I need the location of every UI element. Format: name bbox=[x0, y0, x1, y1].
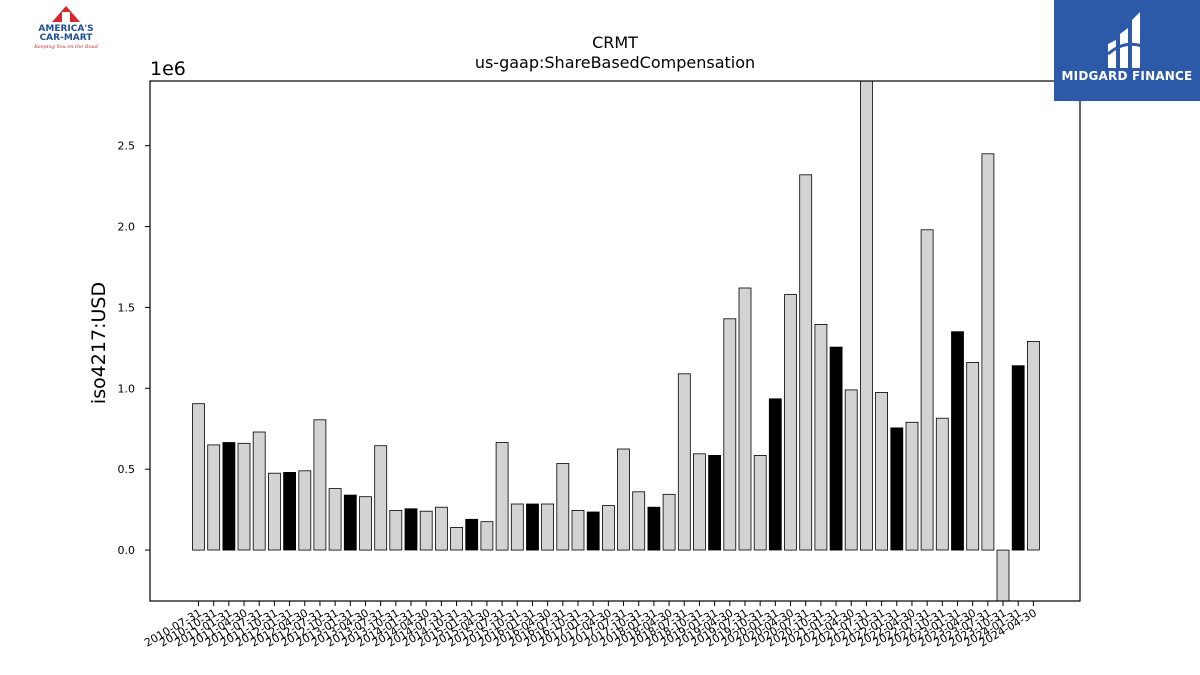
bar-2023-10-31 bbox=[996, 549, 1010, 602]
bar-2020-01-31 bbox=[768, 398, 782, 551]
bar-2011-01-31 bbox=[222, 442, 236, 551]
bar-2024-01-31 bbox=[1011, 365, 1025, 551]
bar-2010-07-31 bbox=[192, 403, 205, 551]
bar-2014-04-30 bbox=[419, 510, 433, 551]
bar-2020-10-31 bbox=[814, 323, 828, 551]
bar-2014-10-31 bbox=[450, 527, 464, 551]
midgard-finance-logo: MIDGARD FINANCE bbox=[1054, 0, 1200, 101]
bar-2017-10-31 bbox=[632, 491, 646, 551]
chart-title: CRMT bbox=[592, 33, 638, 52]
bar-2021-10-31 bbox=[875, 391, 888, 551]
bar-2022-01-31 bbox=[890, 427, 904, 551]
logo-line-1: AMERICA'S bbox=[38, 24, 94, 34]
bar-2011-10-31 bbox=[267, 472, 281, 551]
chart-subtitle: us-gaap:ShareBasedCompensation bbox=[475, 53, 755, 72]
bar-2018-10-31 bbox=[693, 453, 706, 551]
bar-2015-07-31 bbox=[495, 442, 509, 551]
y-tick-label: 2.0 bbox=[118, 221, 136, 234]
americas-car-mart-logo: AMERICA'S CAR-MART Keeping You on the Ro… bbox=[24, 6, 108, 58]
bar-2013-10-31 bbox=[389, 509, 403, 551]
bar-2021-04-30 bbox=[844, 389, 858, 551]
bar-2015-01-31 bbox=[465, 518, 479, 551]
plot-frame bbox=[149, 80, 1081, 602]
bar-2022-10-31 bbox=[935, 417, 949, 551]
bar-2018-07-31 bbox=[677, 373, 691, 551]
bar-2013-01-31 bbox=[343, 494, 357, 551]
bar-2011-07-31 bbox=[252, 431, 266, 551]
bar-2017-07-31 bbox=[617, 448, 630, 551]
bar-2022-07-31 bbox=[920, 229, 934, 551]
bar-2020-04-30 bbox=[784, 294, 797, 551]
bar-2012-07-31 bbox=[313, 419, 327, 551]
y-tick-label: 1.0 bbox=[118, 382, 136, 395]
bar-2019-07-31 bbox=[738, 287, 752, 551]
bar-2019-10-31 bbox=[753, 454, 767, 551]
bar-2014-01-31 bbox=[404, 508, 418, 551]
midgard-emblem-icon bbox=[1107, 12, 1143, 68]
bar-2023-07-31 bbox=[981, 153, 995, 551]
y-tick-label: 0.0 bbox=[118, 544, 136, 557]
bar-2024-04-30 bbox=[1027, 340, 1040, 551]
midgard-finance-name: MIDGARD FINANCE bbox=[1061, 69, 1193, 83]
bar-2016-10-31 bbox=[571, 509, 585, 551]
bar-2021-01-31 bbox=[829, 346, 843, 551]
y-multiplier-label: 1e6 bbox=[150, 58, 186, 80]
bar-2022-04-30 bbox=[905, 421, 919, 551]
bar-2016-07-31 bbox=[556, 463, 570, 551]
bar-2018-01-31 bbox=[647, 506, 661, 551]
bar-2021-07-31 bbox=[860, 80, 873, 551]
bar-2015-10-31 bbox=[510, 503, 524, 551]
logo-line-2: CAR-MART bbox=[39, 33, 93, 43]
bar-2017-01-31 bbox=[586, 511, 600, 551]
y-tick-label: 2.5 bbox=[118, 140, 136, 153]
y-tick-label: 1.5 bbox=[118, 301, 136, 314]
bar-2023-04-30 bbox=[966, 361, 980, 551]
bar-2018-04-30 bbox=[662, 493, 676, 551]
bar-2012-10-31 bbox=[328, 488, 342, 551]
y-axis-label: iso4217:USD bbox=[88, 282, 110, 404]
bar-2013-04-30 bbox=[359, 496, 372, 551]
bar-2012-04-30 bbox=[298, 470, 312, 551]
bar-2019-04-30 bbox=[723, 318, 737, 551]
bar-2014-07-31 bbox=[434, 506, 448, 551]
bar-2016-01-31 bbox=[526, 503, 539, 551]
bar-2016-04-30 bbox=[541, 503, 554, 551]
bar-2012-01-31 bbox=[283, 471, 297, 551]
bar-2013-07-31 bbox=[374, 445, 388, 551]
bar-2023-01-31 bbox=[951, 331, 964, 551]
y-tick-label: 0.5 bbox=[118, 463, 136, 476]
bar-2019-01-31 bbox=[708, 454, 721, 551]
bar-2010-10-31 bbox=[207, 444, 221, 551]
bar-2020-07-31 bbox=[799, 174, 813, 551]
bar-2017-04-30 bbox=[602, 505, 615, 551]
logo-tagline: Keeping You on the Road bbox=[34, 44, 98, 50]
car-mart-a-icon bbox=[52, 6, 80, 22]
bar-2015-04-30 bbox=[480, 521, 494, 551]
bar-2011-04-30 bbox=[237, 442, 251, 551]
